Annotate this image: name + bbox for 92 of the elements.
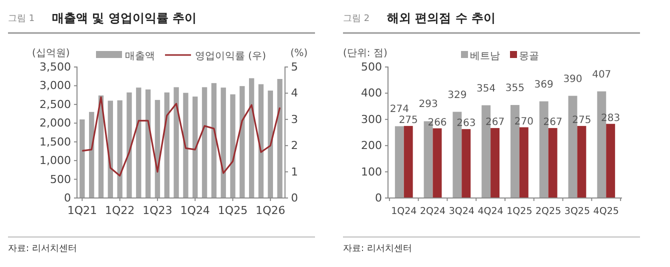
y-tick-label: 300 bbox=[361, 112, 382, 126]
data-label: 293 bbox=[418, 99, 438, 110]
line-series bbox=[81, 96, 281, 177]
bar bbox=[394, 126, 404, 198]
x-tick-label: 2Q24 bbox=[420, 206, 446, 217]
y-tick-label: 0 bbox=[375, 192, 382, 205]
y2-axis-title: (%) bbox=[290, 48, 308, 59]
bar bbox=[202, 87, 208, 198]
legend-label: 매출액 bbox=[125, 51, 156, 62]
data-label: 267 bbox=[485, 117, 505, 128]
x-tick-label: 1Q22 bbox=[104, 204, 135, 217]
data-label: 407 bbox=[592, 69, 612, 80]
bar bbox=[258, 84, 264, 198]
y2-tick-label: 1 bbox=[291, 165, 298, 178]
bar bbox=[577, 126, 586, 198]
data-label: 283 bbox=[601, 112, 620, 124]
bar bbox=[240, 86, 245, 198]
bar bbox=[432, 128, 442, 198]
y2-tick-label: 5 bbox=[291, 60, 298, 74]
y-tick-label: 1,000 bbox=[40, 154, 71, 168]
bar bbox=[126, 92, 132, 198]
x-tick-label: 1Q24 bbox=[180, 204, 210, 217]
bar bbox=[117, 100, 122, 198]
legend-label: 영업이익률 (우) bbox=[195, 51, 266, 62]
bar bbox=[490, 128, 500, 198]
y-tick-label: 0 bbox=[64, 192, 71, 205]
bar bbox=[211, 83, 217, 198]
x-tick-label: 3Q24 bbox=[448, 206, 474, 217]
y-tick-label: 500 bbox=[361, 60, 382, 74]
bar bbox=[164, 92, 170, 198]
data-label: 355 bbox=[505, 82, 525, 94]
caption: 그림 1 bbox=[8, 14, 35, 24]
y-tick-label: 1,500 bbox=[40, 135, 71, 148]
data-label: 354 bbox=[476, 83, 496, 94]
y-tick-label: 100 bbox=[361, 165, 382, 178]
y2-tick-label: 3 bbox=[291, 112, 298, 126]
x-tick-label: 1Q23 bbox=[142, 204, 172, 217]
y-tick-label: 500 bbox=[50, 172, 71, 186]
x-tick-label: 3Q25 bbox=[564, 206, 590, 217]
bar bbox=[519, 127, 528, 198]
y-tick-label: 2,500 bbox=[40, 98, 71, 111]
data-label: 369 bbox=[534, 79, 554, 90]
data-label: 274 bbox=[390, 104, 409, 116]
bar bbox=[136, 88, 142, 198]
bar bbox=[462, 129, 471, 198]
bar bbox=[230, 94, 236, 198]
bar bbox=[268, 90, 273, 198]
y2-tick-label: 0 bbox=[291, 192, 298, 205]
data-label: 275 bbox=[398, 114, 418, 126]
y-tick-label: 3,000 bbox=[40, 79, 71, 92]
x-tick-label: 1Q25 bbox=[506, 206, 532, 217]
y-axis-title: (십억원) bbox=[32, 48, 70, 59]
bar bbox=[249, 78, 254, 198]
y2-tick-label: 4 bbox=[291, 86, 298, 100]
legend-label: 베트남 bbox=[470, 51, 500, 62]
data-label: 270 bbox=[514, 116, 534, 128]
bar bbox=[145, 89, 151, 198]
bar bbox=[183, 92, 188, 198]
bar bbox=[220, 88, 226, 198]
data-label: 275 bbox=[572, 114, 592, 126]
data-label: 267 bbox=[543, 117, 562, 128]
data-label: 263 bbox=[456, 118, 476, 130]
x-tick-label: 1Q21 bbox=[67, 204, 98, 217]
y-axis-title: (단위: 점) bbox=[343, 48, 388, 59]
bar bbox=[80, 119, 85, 198]
bar bbox=[277, 78, 282, 198]
bar bbox=[606, 124, 616, 198]
y-tick-label: 200 bbox=[361, 139, 382, 152]
bar bbox=[174, 87, 179, 198]
caption: 그림 2 bbox=[343, 14, 370, 24]
bar bbox=[89, 112, 94, 198]
y2-tick-label: 2 bbox=[291, 139, 298, 152]
x-tick-label: 1Q24 bbox=[391, 206, 417, 217]
bar bbox=[548, 128, 558, 198]
bar bbox=[404, 126, 413, 198]
x-tick-label: 2Q25 bbox=[536, 206, 562, 217]
data-label: 390 bbox=[563, 74, 582, 85]
bar bbox=[192, 96, 198, 198]
chart-title: 매출액 및 영업이익률 추이 bbox=[52, 11, 197, 25]
x-tick-label: 4Q24 bbox=[478, 206, 504, 217]
legend-label: 몽골 bbox=[519, 51, 539, 62]
y-tick-label: 3,500 bbox=[40, 60, 71, 74]
data-label: 329 bbox=[448, 90, 467, 101]
text: 자료: 리서치센터 bbox=[8, 244, 77, 254]
y-tick-label: 400 bbox=[361, 86, 382, 100]
y-tick-label: 2,000 bbox=[40, 116, 71, 130]
chart-title: 해외 편의점 수 추이 bbox=[387, 11, 496, 25]
x-tick-label: 1Q25 bbox=[218, 204, 248, 217]
x-tick-label: 4Q25 bbox=[593, 206, 619, 217]
data-label: 266 bbox=[428, 117, 447, 128]
text: 자료: 리서치센터 bbox=[343, 244, 412, 254]
x-tick-label: 1Q26 bbox=[256, 204, 286, 217]
